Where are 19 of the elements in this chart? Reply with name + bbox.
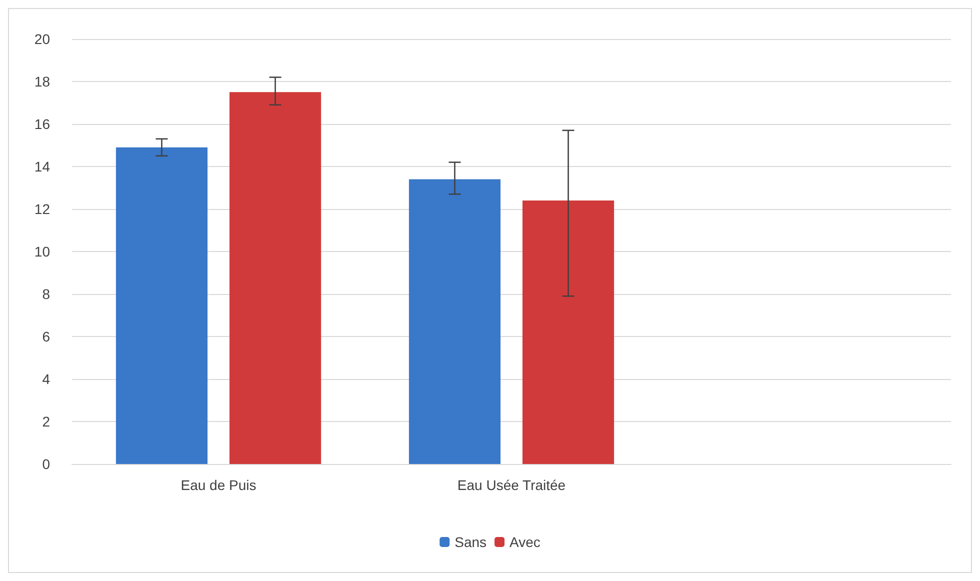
y-tick-label: 12 xyxy=(34,201,50,217)
bar xyxy=(408,179,501,464)
legend-label: Avec xyxy=(510,534,540,550)
y-tick-label: 2 xyxy=(42,414,50,430)
y-tick-label: 0 xyxy=(42,456,50,472)
y-tick-label: 4 xyxy=(42,371,50,387)
y-tick-label: 6 xyxy=(42,328,50,344)
x-tick-label: Eau de Puis xyxy=(180,477,256,493)
y-tick-label: 8 xyxy=(42,286,50,302)
y-tick-label: 10 xyxy=(34,244,50,260)
y-tick-label: 18 xyxy=(34,74,50,90)
y-tick-label: 16 xyxy=(34,116,50,132)
bar xyxy=(522,200,614,464)
x-tick-label: Eau Usée Traitée xyxy=(457,477,566,493)
legend-label: Sans xyxy=(454,534,487,550)
y-tick-label: 14 xyxy=(34,158,50,174)
y-tick-label: 20 xyxy=(34,31,50,47)
bar xyxy=(116,147,208,464)
bar xyxy=(229,92,322,464)
